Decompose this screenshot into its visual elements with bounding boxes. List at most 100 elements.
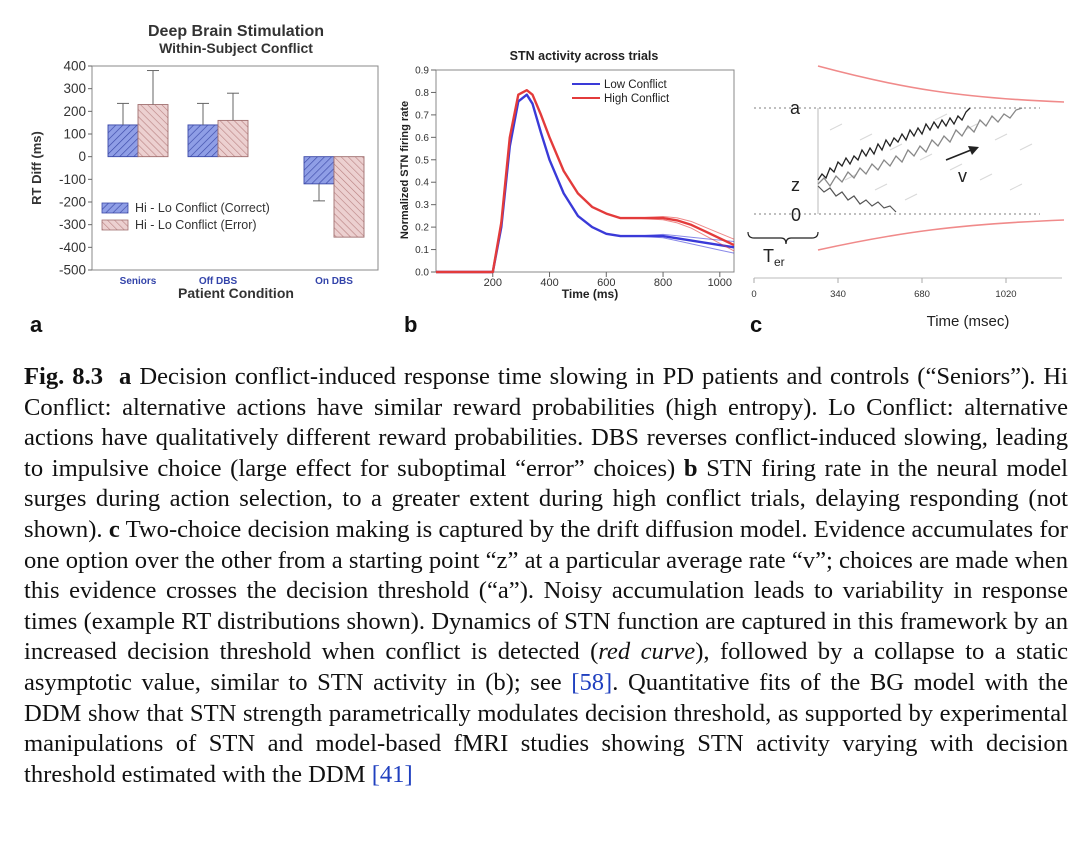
panel-a-legend: Hi - Lo Conflict (Correct) Hi - Lo Confl…	[101, 201, 270, 232]
panel-b-axes: 0.0 0.1 0.2 0.3 0.4 0.5 0.6 0.7 0.8 0.9 200 400 600 8…	[415, 66, 732, 290]
y-tick-label: 0.5	[415, 155, 429, 166]
diffusion-trace-gray	[817, 107, 1023, 188]
panel-b-legend: Low Conflict High Conflict	[572, 79, 670, 105]
c-tick-label: 680	[914, 289, 930, 300]
panel-a-frame	[91, 65, 379, 271]
citation-41-link[interactable]: [41]	[371, 760, 413, 788]
panel-b-frame	[435, 69, 735, 273]
panel-a-title-line2: Within-Subject Conflict	[159, 40, 313, 56]
y-tick-label: 400	[63, 59, 86, 74]
panel-a-y-label: RT Diff (ms)	[29, 131, 44, 205]
bar	[303, 156, 335, 185]
panel-c-ticks: 0 340 680 1020	[751, 278, 1017, 300]
x-tick-label: 800	[654, 277, 672, 289]
figure-caption: Fig. 8.3 a Decision conflict-induced res…	[24, 362, 1068, 790]
panel-a-x-label: Patient Condition	[178, 285, 294, 301]
y-tick-label: 0	[78, 149, 86, 164]
drift-field-arrows	[829, 113, 1033, 201]
legend-swatch-correct	[101, 202, 129, 214]
y-tick-label: 0.9	[415, 66, 429, 77]
caption-part-d: ), followed by a collapse to a static as…	[24, 638, 1068, 696]
c-tick-label: 1020	[995, 289, 1016, 300]
panel-c-letter: c	[750, 312, 762, 337]
x-tick-label: 200	[484, 277, 502, 289]
panel-c-x-label: Time (msec)	[927, 313, 1010, 330]
caption-part-a: Decision conflict-induced response time …	[24, 363, 1068, 482]
category-label: Off DBS	[199, 276, 238, 287]
y-tick-label: 0.6	[415, 133, 429, 144]
series-band-lower	[436, 89, 735, 273]
panel-b-lines	[436, 88, 735, 274]
y-tick-label: -100	[59, 172, 86, 187]
drift-arrowhead	[968, 146, 979, 155]
y-tick-label: 100	[63, 127, 86, 142]
panel-a: Deep Brain Stimulation Within-Subject Co…	[29, 23, 379, 337]
y-tick-label: 0.2	[415, 223, 429, 234]
c-tick-label: 0	[751, 289, 756, 300]
diffusion-trace-black	[817, 107, 971, 181]
series-band-lower	[436, 93, 735, 273]
drift-label-v: v	[958, 166, 967, 186]
series-line	[436, 93, 735, 274]
y-tick-label: 0.7	[415, 110, 429, 121]
y-tick-label: 300	[63, 81, 86, 96]
panel-a-letter: a	[30, 312, 43, 337]
panel-b-y-label: Normalized STN firing rate	[399, 101, 411, 239]
bar	[107, 124, 139, 158]
upper-threshold-curve	[817, 65, 1065, 103]
lower-threshold-curve	[817, 219, 1065, 251]
caption-part-c: Two-choice decision making is captured b…	[24, 515, 1068, 666]
x-tick-label: 600	[597, 277, 615, 289]
ter-bracket	[747, 231, 819, 245]
caption-part-b: STN firing rate in the neural model surg…	[24, 454, 1069, 543]
caption-label-b: b	[683, 454, 698, 482]
x-tick-label: 1000	[708, 277, 732, 289]
bar	[137, 104, 169, 158]
y-tick-label: 0.1	[415, 245, 429, 256]
bound-label-0: 0	[791, 205, 801, 225]
panel-b-x-label: Time (ms)	[562, 287, 618, 301]
threshold-label-a: a	[790, 98, 801, 118]
panel-b: STN activity across trials 0.00.10.20.30…	[399, 49, 735, 337]
legend-label-low: Low Conflict	[604, 79, 667, 91]
caption-label-c: c	[108, 515, 120, 543]
legend-label-high: High Conflict	[604, 93, 670, 105]
bar	[333, 156, 365, 238]
y-tick-label: -200	[59, 195, 86, 210]
bar	[217, 119, 249, 158]
y-tick-label: 0.8	[415, 88, 429, 99]
c-tick-label: 340	[830, 289, 846, 300]
y-tick-label: -500	[59, 263, 86, 278]
y-tick-label: 0.3	[415, 200, 429, 211]
panel-b-title: STN activity across trials	[510, 49, 659, 63]
caption-label-a: a	[119, 363, 132, 390]
legend-label-error: Hi - Lo Conflict (Error)	[135, 218, 257, 232]
x-tick-label: 400	[540, 277, 558, 289]
diffusion-trace-short	[817, 185, 897, 213]
y-tick-label: -400	[59, 240, 86, 255]
category-label: Seniors	[120, 276, 157, 287]
series-line	[436, 88, 735, 274]
panel-a-categories: Seniors Off DBS On DBS	[120, 276, 354, 287]
legend-swatch-error	[101, 219, 129, 231]
start-label-z: z	[791, 175, 800, 195]
series-band-upper	[436, 89, 735, 273]
panel-a-y-axis: 400 300 200 100 0 -100 -200 -300 -400 -500	[59, 59, 92, 278]
panel-a-bars	[107, 70, 365, 238]
caption-part-e: . Quantitative fits of the BG model with…	[24, 668, 1068, 788]
panel-b-letter: b	[404, 312, 417, 337]
y-tick-label: 0.0	[415, 268, 429, 279]
caption-red-curve: red curve	[598, 638, 696, 666]
panel-a-title-line1: Deep Brain Stimulation	[148, 23, 324, 40]
citation-58-link[interactable]: [58]	[571, 668, 613, 696]
caption-figure-number: Fig. 8.3	[24, 363, 104, 390]
ter-label: Ter	[763, 246, 785, 269]
y-tick-label: 0.4	[415, 178, 429, 189]
panel-c: v a z 0 Ter 0 340 680 1020 Time (msec) c	[747, 65, 1065, 337]
y-tick-label: 200	[63, 104, 86, 119]
series-band-upper	[436, 93, 735, 273]
bar	[187, 124, 219, 158]
category-label: On DBS	[315, 276, 353, 287]
y-tick-label: -300	[59, 217, 86, 232]
